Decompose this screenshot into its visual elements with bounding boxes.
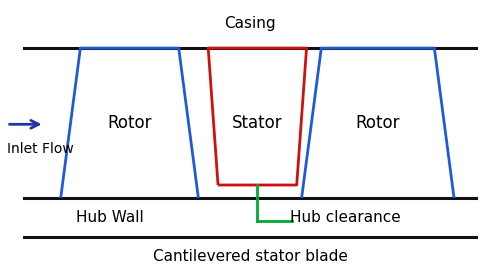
Text: Inlet Flow: Inlet Flow	[6, 142, 73, 156]
Text: Casing: Casing	[224, 16, 276, 31]
Text: Rotor: Rotor	[108, 114, 152, 132]
Text: Hub Wall: Hub Wall	[76, 210, 144, 225]
Text: Hub clearance: Hub clearance	[290, 210, 401, 225]
Text: Stator: Stator	[232, 114, 282, 132]
Text: Cantilevered stator blade: Cantilevered stator blade	[152, 249, 348, 264]
Text: Rotor: Rotor	[356, 114, 400, 132]
